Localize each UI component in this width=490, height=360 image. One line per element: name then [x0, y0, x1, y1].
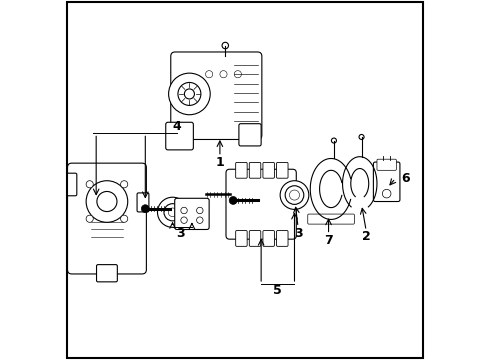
- FancyBboxPatch shape: [249, 230, 261, 246]
- FancyBboxPatch shape: [276, 162, 288, 178]
- Circle shape: [157, 197, 188, 227]
- Circle shape: [290, 190, 299, 200]
- Text: 4: 4: [172, 121, 181, 134]
- Circle shape: [181, 207, 187, 214]
- Circle shape: [229, 197, 237, 204]
- Text: 1: 1: [216, 156, 224, 168]
- FancyBboxPatch shape: [263, 230, 274, 246]
- Circle shape: [196, 207, 203, 214]
- Text: 3: 3: [294, 226, 302, 239]
- Circle shape: [121, 215, 128, 222]
- FancyBboxPatch shape: [236, 162, 247, 178]
- Circle shape: [86, 181, 93, 188]
- Circle shape: [141, 205, 149, 213]
- Circle shape: [222, 42, 228, 49]
- Circle shape: [285, 186, 304, 204]
- Circle shape: [382, 189, 391, 198]
- FancyBboxPatch shape: [308, 214, 354, 224]
- FancyBboxPatch shape: [377, 159, 396, 170]
- FancyBboxPatch shape: [226, 169, 296, 239]
- FancyBboxPatch shape: [263, 162, 274, 178]
- FancyBboxPatch shape: [276, 230, 288, 246]
- Text: 5: 5: [273, 284, 282, 297]
- Circle shape: [121, 181, 128, 188]
- FancyBboxPatch shape: [62, 173, 77, 196]
- Circle shape: [196, 217, 203, 224]
- Circle shape: [86, 215, 93, 222]
- Text: 3: 3: [176, 226, 185, 239]
- FancyBboxPatch shape: [166, 122, 194, 150]
- FancyBboxPatch shape: [239, 124, 261, 146]
- FancyBboxPatch shape: [137, 193, 149, 212]
- Circle shape: [178, 82, 201, 105]
- Circle shape: [97, 192, 117, 212]
- FancyBboxPatch shape: [236, 230, 247, 246]
- FancyBboxPatch shape: [249, 162, 261, 178]
- Circle shape: [234, 71, 242, 78]
- Text: 7: 7: [324, 234, 333, 247]
- FancyBboxPatch shape: [171, 52, 262, 139]
- Circle shape: [359, 134, 364, 139]
- FancyBboxPatch shape: [373, 162, 400, 202]
- Circle shape: [331, 138, 337, 143]
- Circle shape: [220, 71, 227, 78]
- Circle shape: [184, 89, 195, 99]
- FancyBboxPatch shape: [97, 265, 117, 282]
- FancyBboxPatch shape: [68, 163, 147, 274]
- Circle shape: [169, 73, 210, 115]
- Text: 6: 6: [402, 172, 410, 185]
- Circle shape: [86, 181, 128, 222]
- Circle shape: [181, 217, 187, 224]
- Circle shape: [280, 181, 309, 210]
- Text: 2: 2: [362, 230, 370, 243]
- Circle shape: [205, 71, 213, 78]
- Circle shape: [164, 204, 181, 221]
- Circle shape: [168, 208, 177, 217]
- FancyBboxPatch shape: [175, 198, 209, 229]
